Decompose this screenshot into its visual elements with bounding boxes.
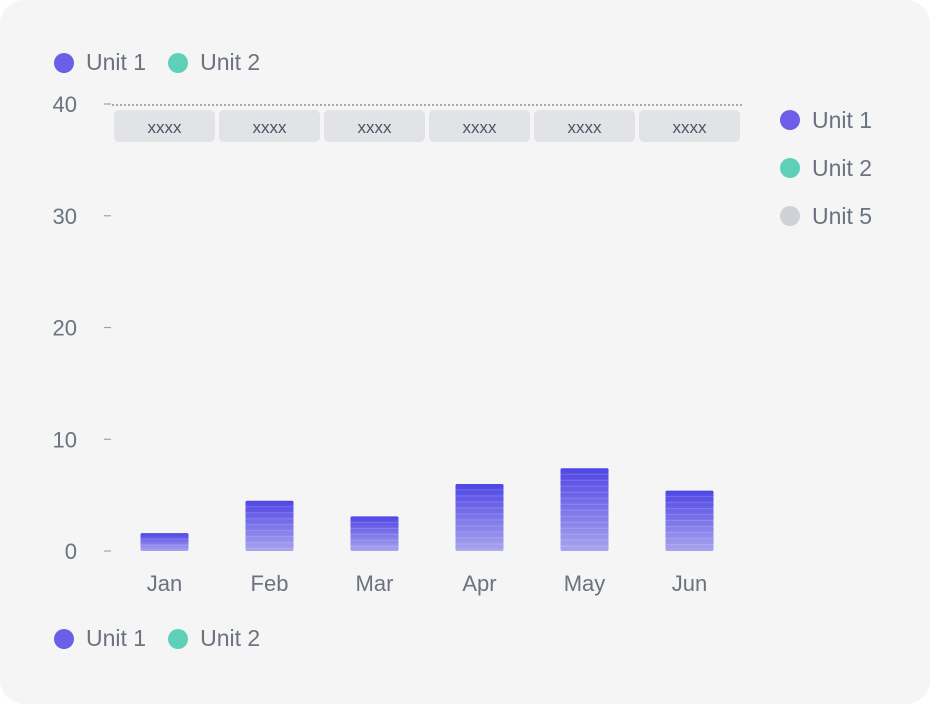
annotation-label: xxxx xyxy=(463,118,498,137)
annotation-pill xyxy=(534,110,635,142)
x-tick-label: Feb xyxy=(251,571,289,596)
x-axis: Jan Feb Mar Apr May Jun xyxy=(147,571,707,596)
y-axis: 0 10 20 30 40 xyxy=(53,92,742,564)
annotation-label: xxxx xyxy=(148,118,183,137)
annotation-pill xyxy=(114,110,215,142)
x-tick-label: Jun xyxy=(672,571,707,596)
legend-bottom: Unit 1 Unit 2 xyxy=(54,625,260,652)
legend-item-unit-1[interactable]: Unit 1 xyxy=(54,49,146,76)
annotation-row: xxxx xxxx xxxx xxxx xxxx xxxx xyxy=(114,110,740,142)
legend-dot-icon xyxy=(780,158,800,178)
legend-dot-icon xyxy=(54,628,74,649)
bar-may[interactable] xyxy=(560,468,609,551)
legend-item-unit-1[interactable]: Unit 1 xyxy=(780,104,872,136)
legend-label: Unit 1 xyxy=(86,49,147,75)
legend-label: Unit 2 xyxy=(812,154,873,181)
annotation-label: xxxx xyxy=(568,118,603,137)
x-tick-label: May xyxy=(564,571,606,596)
legend-label: Unit 2 xyxy=(200,49,261,75)
legend-dot-icon xyxy=(780,206,800,226)
y-tick-label: 20 xyxy=(53,316,77,341)
y-tick-label: 0 xyxy=(65,539,77,564)
y-tick-label: 40 xyxy=(53,92,77,117)
bar-feb[interactable] xyxy=(245,500,294,551)
legend-dot-icon xyxy=(168,52,189,73)
annotation-label: xxxx xyxy=(673,118,708,137)
legend-label: Unit 2 xyxy=(200,625,261,651)
legend-item-unit-5[interactable]: Unit 5 xyxy=(780,200,872,232)
bar-jan[interactable] xyxy=(140,533,189,551)
annotation-pill xyxy=(324,110,425,142)
legend-right: Unit 1 Unit 2 Unit 5 xyxy=(780,104,872,232)
bar-mar[interactable] xyxy=(350,516,399,551)
annotation-pill xyxy=(219,110,320,142)
x-tick-label: Jan xyxy=(147,571,182,596)
legend-item-unit-2[interactable]: Unit 2 xyxy=(168,49,260,76)
bars xyxy=(140,468,714,551)
legend-label: Unit 1 xyxy=(812,106,873,133)
annotation-pill xyxy=(639,110,740,142)
legend-item-unit-2[interactable]: Unit 2 xyxy=(168,625,260,652)
legend-top: Unit 1 Unit 2 xyxy=(54,49,260,76)
y-tick-label: 30 xyxy=(53,204,77,229)
annotation-pill xyxy=(429,110,530,142)
legend-label: Unit 5 xyxy=(812,202,873,229)
legend-label: Unit 1 xyxy=(86,625,147,651)
legend-item-unit-1[interactable]: Unit 1 xyxy=(54,625,146,652)
x-tick-label: Apr xyxy=(462,571,496,596)
legend-dot-icon xyxy=(54,52,74,73)
y-tick-label: 10 xyxy=(53,427,77,452)
legend-dot-icon xyxy=(168,628,189,649)
annotation-label: xxxx xyxy=(253,118,288,137)
bar-jun[interactable] xyxy=(665,490,714,551)
legend-item-unit-2[interactable]: Unit 2 xyxy=(780,152,872,184)
annotation-label: xxxx xyxy=(358,118,393,137)
legend-dot-icon xyxy=(780,110,800,130)
x-tick-label: Mar xyxy=(356,571,394,596)
bar-apr[interactable] xyxy=(455,483,504,551)
